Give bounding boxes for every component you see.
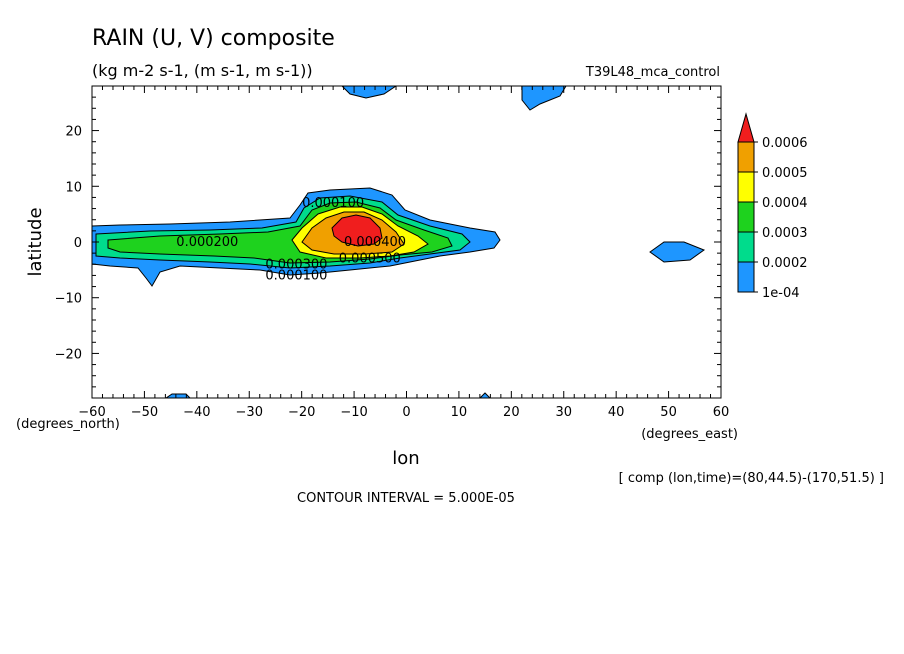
- x-tick-label: 20: [503, 405, 520, 420]
- contour-label: 0.000200: [176, 235, 238, 250]
- x-tick-label: −50: [131, 405, 158, 420]
- contour-label: 0.000500: [339, 252, 401, 267]
- y-tick-label: 10: [65, 180, 82, 195]
- contour-label: 0.000100: [265, 268, 327, 283]
- contour-fill-1e-04-north-east: [521, 86, 567, 111]
- y-tick-label: −20: [55, 347, 82, 362]
- colorbar-swatch: [737, 231, 755, 263]
- colorbar-swatch: [737, 261, 755, 293]
- colorbar: 1e-04 0.0002 0.0003 0.0004 0.0005 0.0006: [737, 112, 808, 301]
- y-axis-label: latitude: [25, 207, 46, 276]
- x-tick-label: 10: [451, 405, 468, 420]
- colorbar-swatch: [737, 171, 755, 203]
- contour-fills: [92, 86, 706, 398]
- axis-ticks: [91, 85, 722, 399]
- contour-fill-1e-04-north: [341, 86, 397, 99]
- contour-label: 0.000100: [302, 196, 364, 211]
- contour-fill-0.0006: [331, 214, 383, 247]
- contour-label: 0.000400: [344, 235, 406, 250]
- x-axis-label: lon: [392, 448, 419, 469]
- figure-title: RAIN (U, V) composite: [92, 26, 335, 51]
- contour-fill-1e-04-south-2: [479, 392, 491, 398]
- x-tick-label: 0: [402, 405, 410, 420]
- y-tick-label: −10: [55, 292, 82, 307]
- colorbar-label: 1e-04: [762, 286, 800, 301]
- colorbar-label: 0.0005: [762, 166, 808, 181]
- colorbar-label: 0.0003: [762, 226, 808, 241]
- contour-fill-1e-04-east: [649, 241, 706, 263]
- x-tick-label: −30: [236, 405, 263, 420]
- x-tick-labels: −60 −50 −40 −30 −20 −10 0 10 20 30 40 50 60: [78, 405, 729, 420]
- x-tick-label: 30: [555, 405, 572, 420]
- composite-note: [ comp (lon,time)=(80,44.5)-(170,51.5) ]: [619, 471, 884, 486]
- x-tick-label: −10: [340, 405, 367, 420]
- y-tick-label: 0: [74, 236, 82, 251]
- x-tick-label: 60: [713, 405, 730, 420]
- experiment-label: T39L48_mca_control: [585, 65, 720, 80]
- x-tick-label: −20: [288, 405, 315, 420]
- x-tick-label: 50: [660, 405, 677, 420]
- colorbar-label: 0.0006: [762, 136, 808, 151]
- x-tick-label: 40: [608, 405, 625, 420]
- x-tick-label: −60: [78, 405, 105, 420]
- contour-interval-label: CONTOUR INTERVAL = 5.000E-05: [297, 491, 515, 506]
- x-tick-label: −40: [183, 405, 210, 420]
- colorbar-swatch: [737, 141, 755, 173]
- y-tick-label: 20: [65, 125, 82, 140]
- colorbar-swatch: [737, 201, 755, 233]
- x-unit-label: (degrees_east): [641, 427, 738, 442]
- contour-label: 0.000300: [265, 257, 327, 272]
- colorbar-label: 0.0004: [762, 196, 808, 211]
- colorbar-extend-triangle: [737, 112, 755, 143]
- y-unit-label: (degrees_north): [16, 417, 120, 432]
- y-tick-labels: −20 −10 0 10 20: [55, 125, 82, 363]
- figure-units: (kg m-2 s-1, (m s-1, m s-1)): [92, 61, 313, 80]
- colorbar-label: 0.0002: [762, 256, 808, 271]
